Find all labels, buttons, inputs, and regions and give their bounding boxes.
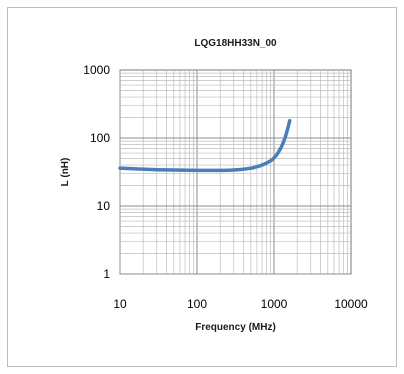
tick-labels: 10 100 1000 10000 1 10 100 1000 <box>83 63 368 311</box>
y-axis-label: L (nH) <box>60 158 71 187</box>
y-tick-label: 1000 <box>83 63 110 77</box>
chart: LQG18HH33N_00 10 100 1000 10000 1 10 100 1000 F… <box>60 38 368 333</box>
grid <box>119 70 351 275</box>
x-tick-label: 10 <box>113 297 127 311</box>
x-axis-label: Frequency (MHz) <box>195 322 276 333</box>
y-tick-label: 100 <box>90 131 110 145</box>
series-line <box>118 118 292 173</box>
series-layer <box>118 118 292 173</box>
x-tick-label: 10000 <box>334 297 368 311</box>
y-tick-label: 1 <box>103 267 110 281</box>
x-tick-label: 100 <box>187 297 207 311</box>
y-tick-label: 10 <box>97 199 111 213</box>
x-tick-label: 1000 <box>261 297 288 311</box>
plot-area <box>119 69 352 275</box>
chart-title: LQG18HH33N_00 <box>194 38 277 49</box>
chart-frame: LQG18HH33N_00 10 100 1000 10000 1 10 100 1000 F… <box>7 7 397 367</box>
